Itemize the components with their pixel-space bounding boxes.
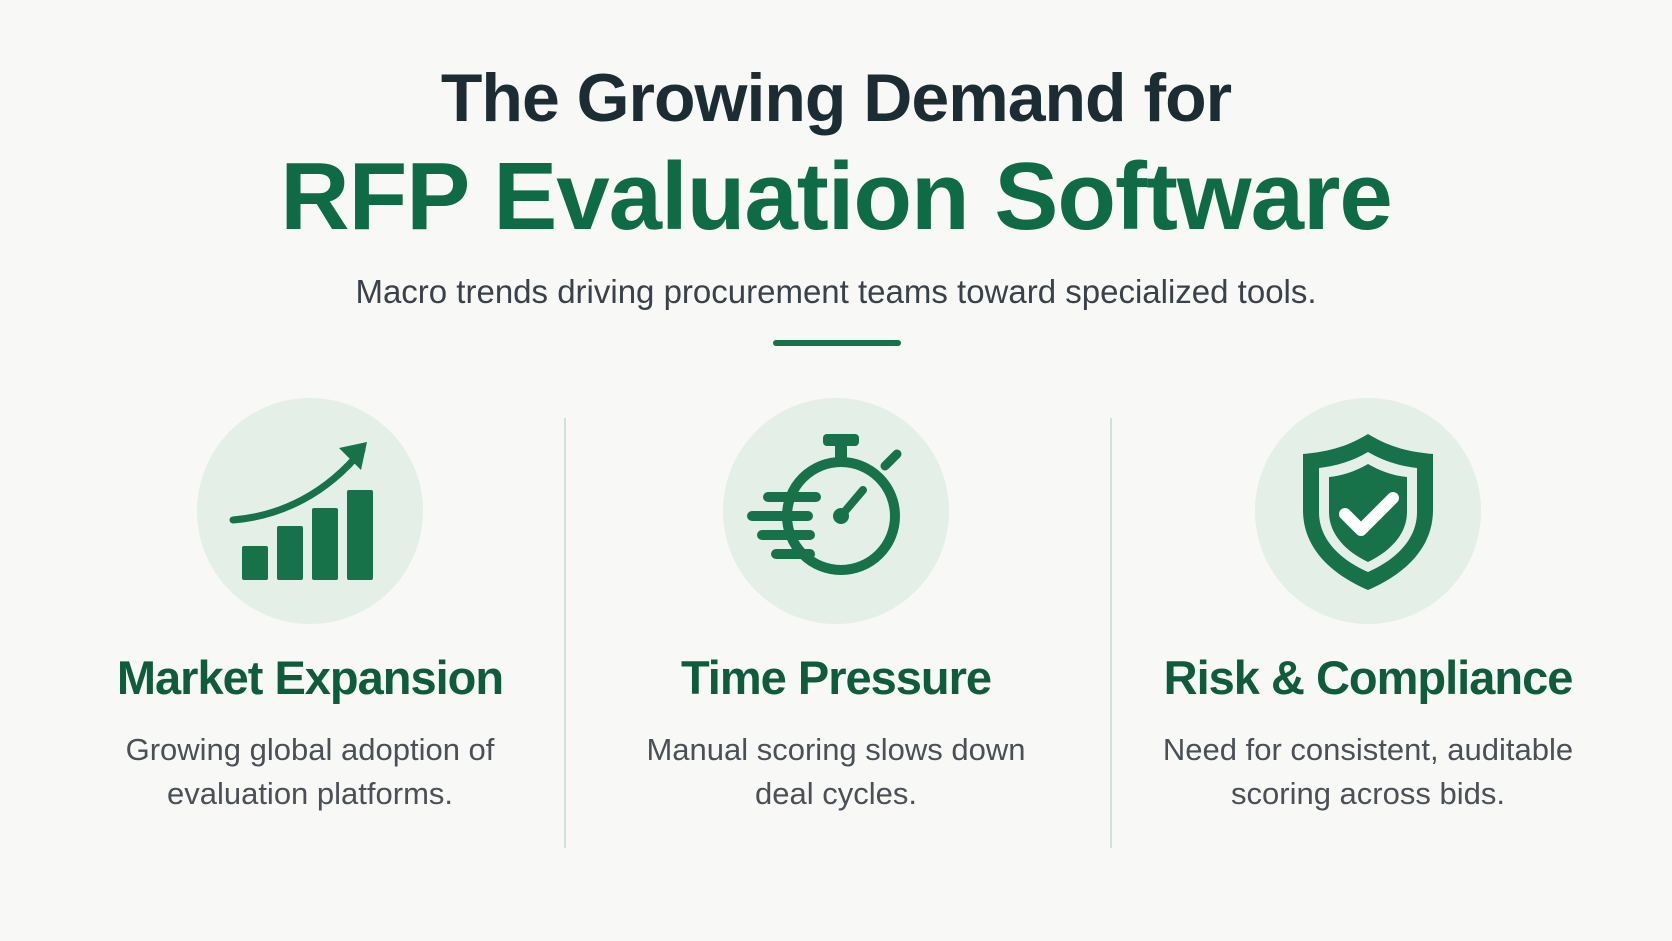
column-divider-2 xyxy=(1110,418,1112,848)
accent-divider xyxy=(773,340,901,346)
page-subtitle: Macro trends driving procurement teams t… xyxy=(355,273,1317,310)
growth-chart-icon xyxy=(229,442,373,580)
trend-card-risk-compliance: Risk & Compliance Need for consistent, a… xyxy=(1098,398,1638,828)
card-title: Market Expansion xyxy=(116,651,504,704)
card-description: Growing global adoption of evaluation pl… xyxy=(125,732,495,811)
trend-card-market-expansion: Market Expansion Growing global adoption… xyxy=(40,398,580,828)
card-title: Time Pressure xyxy=(680,651,992,704)
trend-card-time-pressure: Time Pressure Manual scoring slows down … xyxy=(566,398,1106,828)
icon-circle xyxy=(197,398,423,624)
icon-circle xyxy=(723,398,949,624)
card-title: Risk & Compliance xyxy=(1163,651,1574,704)
page-title-line2: RFP Evaluation Software xyxy=(280,143,1392,250)
icon-circle xyxy=(1255,398,1481,624)
shield-check-icon xyxy=(1303,434,1433,590)
page-title-line1: The Growing Demand for xyxy=(440,60,1232,136)
card-description: Need for consistent, auditable scoring a… xyxy=(1162,732,1574,811)
column-divider-1 xyxy=(564,418,566,848)
stopwatch-icon xyxy=(747,434,902,575)
card-description: Manual scoring slows down deal cycles. xyxy=(646,732,1026,811)
